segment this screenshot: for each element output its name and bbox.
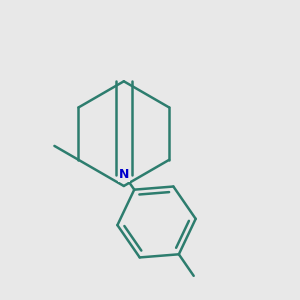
Text: N: N — [118, 168, 129, 181]
